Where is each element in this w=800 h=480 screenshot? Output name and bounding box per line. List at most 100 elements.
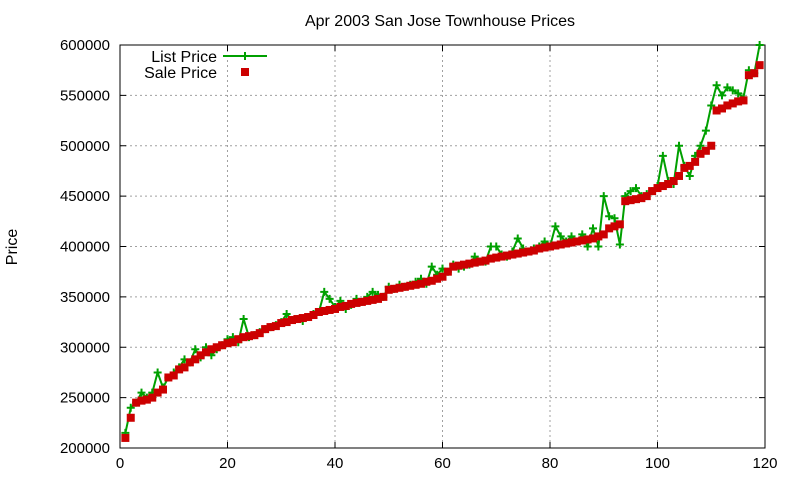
data-point — [191, 345, 200, 354]
data-point — [594, 242, 603, 251]
data-point — [701, 126, 710, 135]
data-point — [261, 325, 270, 334]
data-point — [551, 241, 560, 250]
y-tick-label: 400000 — [60, 239, 110, 256]
data-point — [529, 246, 538, 255]
plot-border — [119, 44, 766, 449]
data-point — [153, 368, 162, 377]
data-point — [207, 345, 216, 354]
data-point — [142, 395, 151, 404]
data-point — [589, 224, 597, 233]
data-point — [664, 180, 673, 189]
data-point — [169, 371, 178, 380]
data-point — [137, 388, 146, 397]
y-tick-label: 250000 — [60, 390, 110, 407]
data-point — [234, 335, 243, 344]
data-point — [632, 184, 640, 193]
data-point — [519, 248, 528, 257]
data-point — [750, 69, 759, 78]
chart-title: Apr 2003 San Jose Townhouse Prices — [305, 13, 575, 30]
data-point — [696, 141, 705, 150]
x-tick-label: 40 — [327, 455, 344, 472]
data-point — [696, 149, 705, 158]
data-point — [422, 277, 431, 286]
data-point — [126, 413, 135, 422]
data-point — [245, 332, 253, 341]
data-point — [605, 224, 614, 233]
data-point — [347, 299, 356, 308]
data-point — [599, 230, 608, 239]
data-point — [400, 282, 409, 291]
data-point — [546, 242, 554, 251]
data-point — [427, 276, 436, 285]
data-point — [368, 287, 377, 296]
data-point — [196, 351, 205, 360]
data-point — [675, 171, 683, 180]
legend-label: Sale Price — [144, 65, 217, 82]
data-point — [755, 41, 764, 49]
data-point — [556, 240, 565, 249]
data-point — [583, 235, 592, 244]
data-point — [406, 281, 415, 290]
data-point — [325, 294, 334, 303]
x-tick-label: 120 — [752, 455, 777, 472]
legend-label: List Price — [151, 49, 217, 66]
data-point — [320, 306, 329, 315]
data-point — [148, 393, 157, 402]
data-point — [513, 234, 522, 243]
data-point — [486, 254, 495, 263]
data-point — [599, 192, 608, 201]
data-point — [492, 242, 501, 251]
data-point — [164, 373, 173, 382]
data-point — [460, 260, 468, 269]
data-point — [325, 305, 334, 314]
x-tick-label: 100 — [645, 455, 670, 472]
data-point — [271, 322, 280, 331]
data-point — [540, 243, 549, 252]
data-point — [648, 187, 657, 196]
data-point — [288, 316, 296, 325]
data-point — [583, 242, 592, 251]
data-point — [470, 258, 479, 267]
data-point — [589, 234, 597, 243]
y-tick-label: 450000 — [60, 188, 110, 205]
data-point — [379, 292, 388, 301]
y-tick-label: 600000 — [60, 37, 110, 54]
data-point — [374, 294, 382, 303]
data-point — [411, 280, 420, 289]
data-point — [465, 259, 474, 268]
data-point — [680, 163, 689, 172]
data-point — [298, 314, 307, 323]
data-point — [739, 96, 748, 105]
data-point — [293, 315, 302, 324]
data-point — [153, 388, 162, 397]
data-point — [551, 222, 560, 231]
data-point — [685, 161, 694, 170]
data-point — [309, 311, 318, 320]
data-point — [202, 348, 210, 357]
legend-marker — [241, 52, 249, 60]
data-point — [314, 307, 323, 316]
grid-lines — [120, 45, 765, 448]
data-point — [615, 240, 624, 249]
data-point — [336, 302, 345, 311]
data-point — [368, 295, 377, 304]
data-point — [476, 257, 485, 266]
data-point — [255, 329, 264, 338]
data-point — [712, 106, 721, 115]
y-tick-label: 300000 — [60, 339, 110, 356]
data-point — [626, 187, 635, 196]
data-point — [572, 237, 581, 246]
data-point — [723, 101, 732, 110]
data-point — [734, 97, 743, 106]
data-point — [250, 331, 259, 340]
data-point — [433, 274, 442, 283]
data-point — [610, 214, 619, 223]
data-point — [357, 297, 366, 306]
data-point — [454, 261, 463, 270]
data-point — [723, 83, 732, 92]
data-point — [121, 433, 130, 442]
data-point — [384, 285, 393, 294]
data-point — [363, 296, 372, 305]
data-point — [621, 197, 630, 206]
